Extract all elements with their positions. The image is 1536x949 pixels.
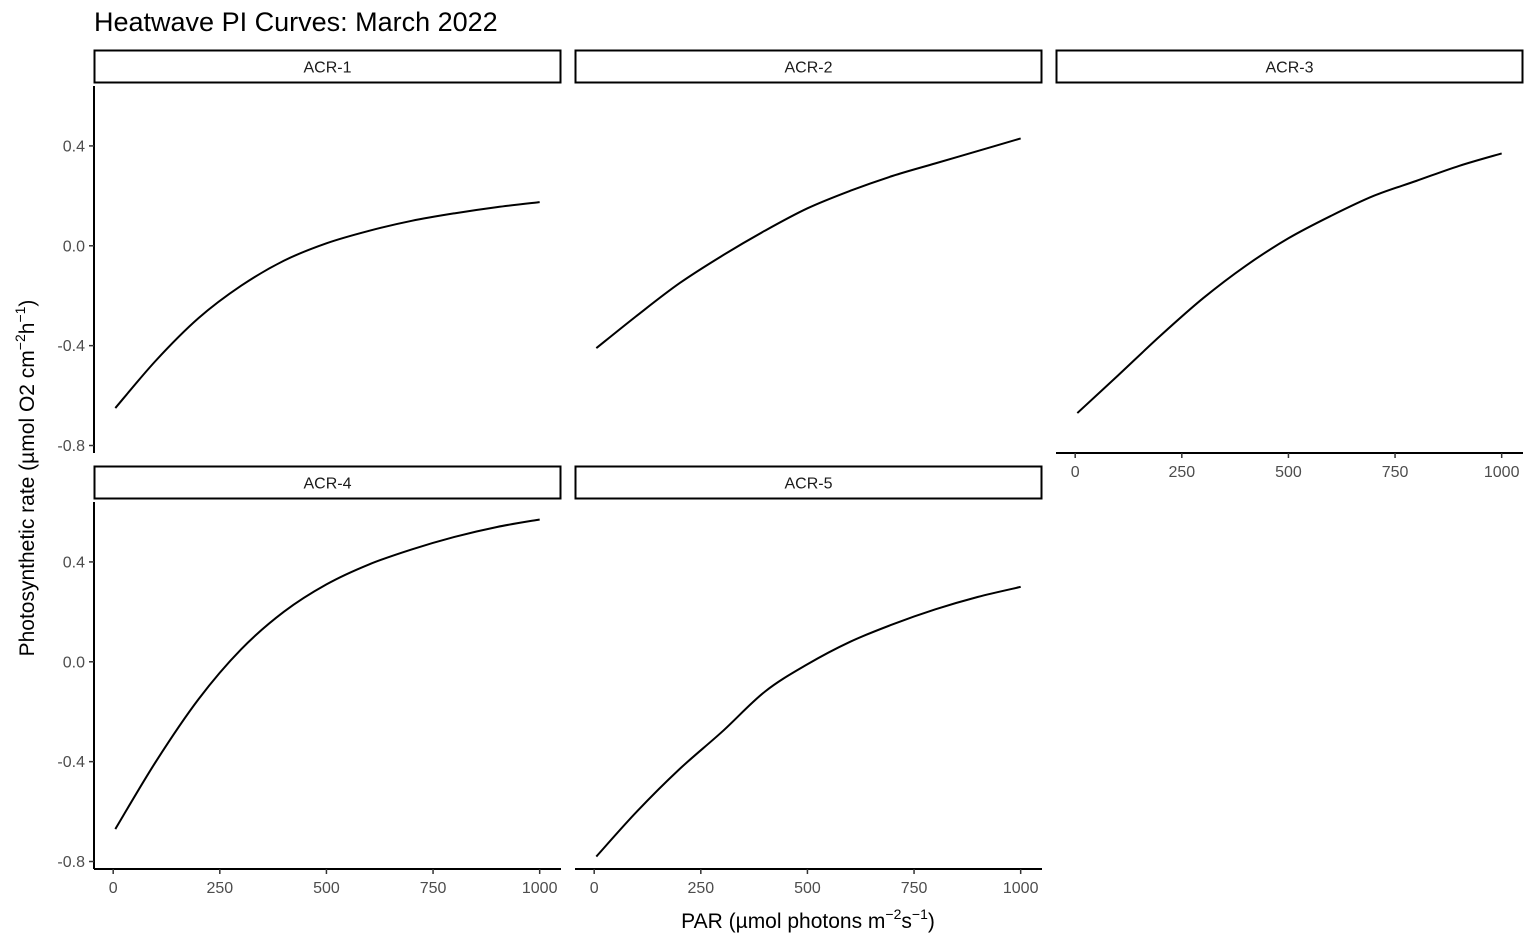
x-tick-label: 1000 [1003,880,1039,897]
x-tick-label: 250 [206,880,233,897]
series-line-acr-4 [114,518,540,830]
y-tick-label: 0.4 [63,554,85,571]
chart-title: Heatwave PI Curves: March 2022 [94,7,498,37]
panel-acr-3: ACR-3 0 250 500 750 1000 [1055,49,1524,481]
facet-strip-label: ACR-1 [303,60,351,77]
facet-strip-label: ACR-3 [1265,60,1313,77]
panel-acr-5: ACR-5 0 250 500 750 1000 [574,465,1043,897]
y-tick-label: 0.4 [63,138,85,155]
x-axis-title: PAR (µmol photons m−2s−1) [681,906,935,933]
x-tick-label: 500 [313,880,340,897]
series-line-acr-1 [114,201,540,409]
panel-grid: ACR-1 -0.8 -0.4 0.0 0.4 ACR-2 ACR-3 0 250 500 750 1… [57,49,1524,897]
facet-strip [93,49,562,84]
panel-acr-4: ACR-4 -0.8 -0.4 0.0 0.4 0 250 500 750 1000 [57,465,562,897]
y-tick-label: -0.4 [57,338,85,355]
facet-strip [1055,49,1524,84]
x-tick-label: 750 [1382,464,1409,481]
x-axis-title-text: mol photons m [748,910,886,933]
x-axis-title-prefix: PAR ( [681,910,735,933]
x-axis-title-suffix: ) [928,910,935,933]
y-axis-title: Photosynthetic rate (µmol O2 cm−2h−1) [12,300,39,657]
facet-strip [574,49,1043,84]
series-line-acr-2 [595,137,1021,349]
x-tick-label: 250 [687,880,714,897]
panel-acr-1: ACR-1 -0.8 -0.4 0.0 0.4 [57,49,562,455]
facet-strip-label: ACR-2 [784,60,832,77]
y-axis-title-mu: µ [16,452,39,464]
x-tick-label: 0 [1071,464,1080,481]
x-axis-title-mid: s [901,910,912,933]
series-line-acr-5 [595,585,1021,858]
y-tick-label: 0.0 [63,654,85,671]
x-tick-label: 0 [109,880,118,897]
y-tick-label: -0.8 [57,854,85,871]
y-axis-title-sup2: −1 [12,306,28,322]
x-tick-label: 0 [590,880,599,897]
y-axis-title-prefix: Photosynthetic rate ( [16,464,39,657]
x-axis-title-sup1: −2 [885,906,901,922]
x-tick-label: 1000 [1484,464,1520,481]
facet-strip-label: ACR-4 [303,476,351,493]
facet-strip [574,465,1043,500]
y-tick-label: -0.8 [57,438,85,455]
series-line-acr-3 [1076,152,1502,414]
x-axis-title-mu: µ [736,910,748,933]
x-tick-label: 1000 [522,880,558,897]
y-axis-title-sup1: −2 [12,334,28,350]
x-tick-label: 500 [794,880,821,897]
y-axis-title-suffix: ) [16,300,39,307]
x-tick-label: 750 [420,880,447,897]
x-tick-label: 500 [1275,464,1302,481]
y-axis-title-text: mol O2 cm [16,350,39,452]
y-tick-label: -0.4 [57,754,85,771]
y-tick-label: 0.0 [63,238,85,255]
facet-strip [93,465,562,500]
x-axis-title-sup2: −1 [912,906,928,922]
panel-acr-2: ACR-2 [574,49,1043,349]
y-axis-title-mid: h [16,323,39,335]
x-tick-label: 750 [901,880,928,897]
facet-strip-label: ACR-5 [784,476,832,493]
x-tick-label: 250 [1168,464,1195,481]
